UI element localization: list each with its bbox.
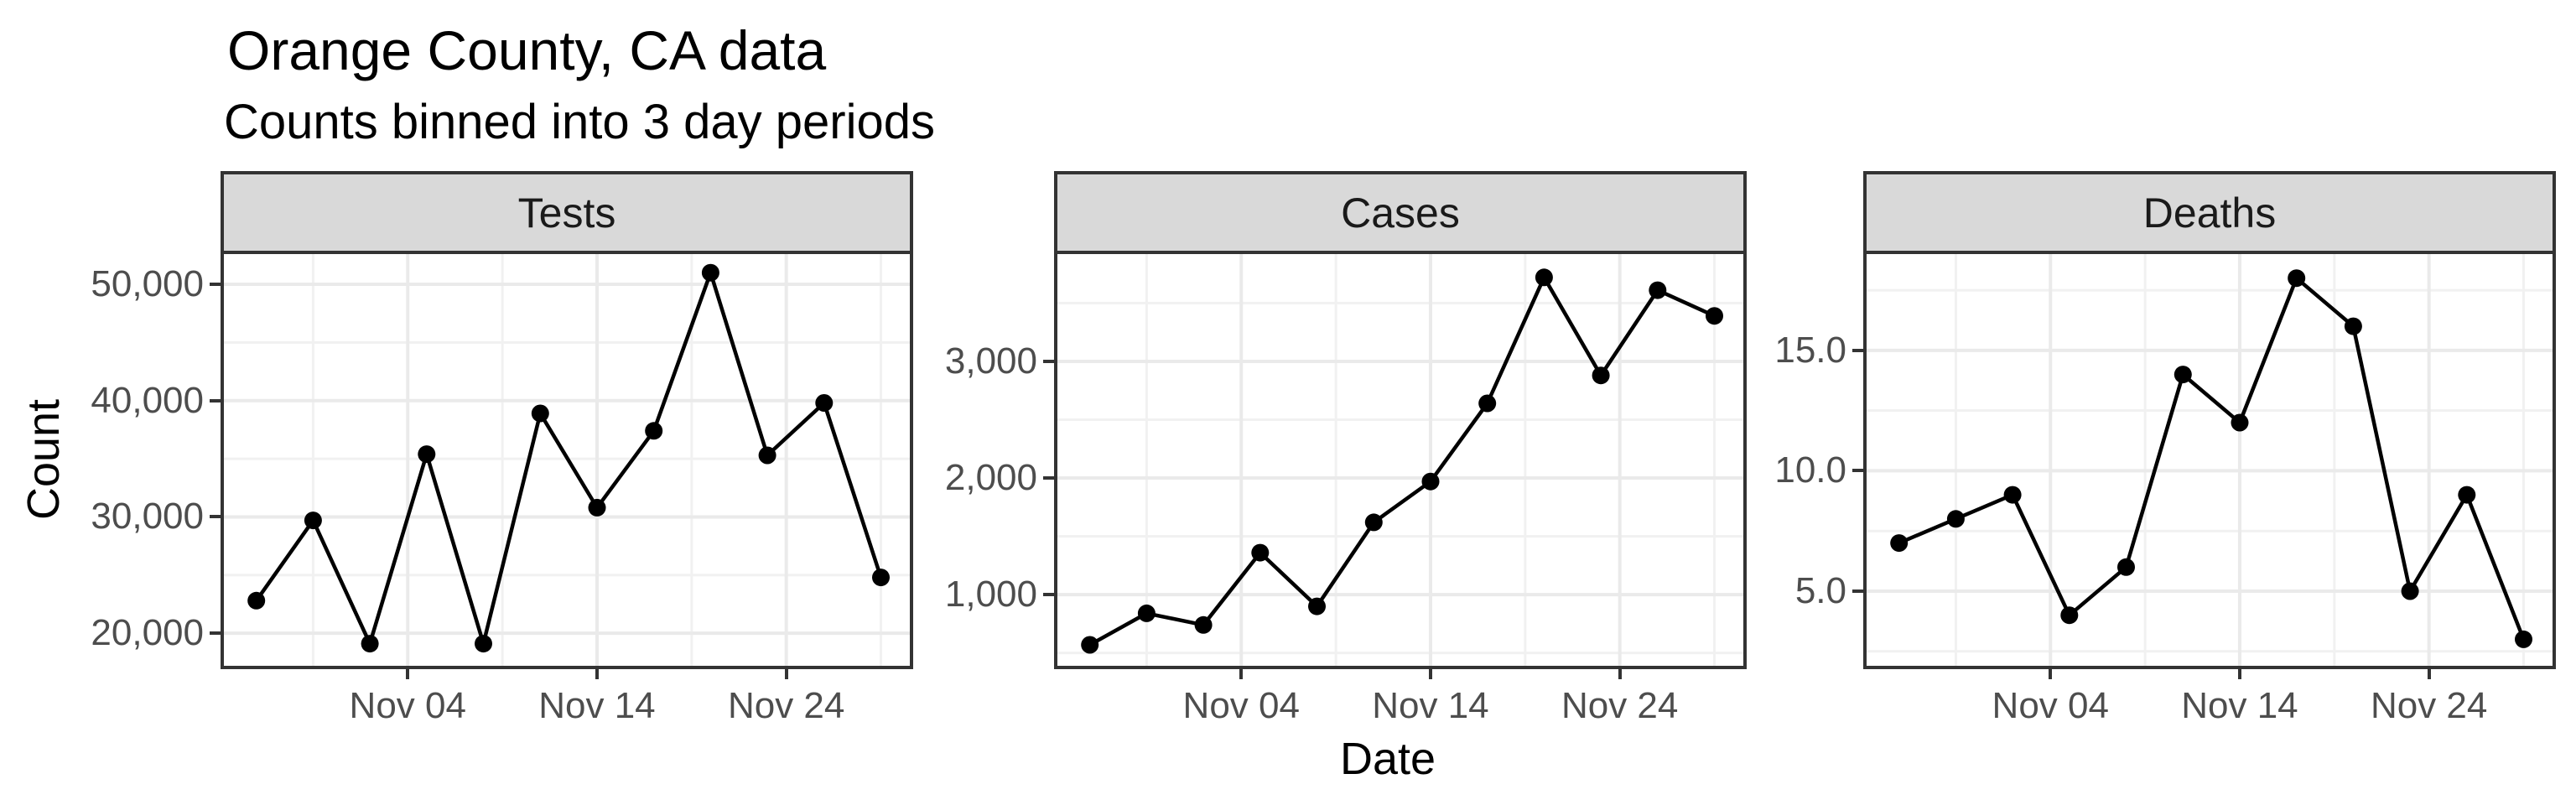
data-point	[531, 404, 549, 423]
facet-plot-svg	[224, 254, 910, 666]
x-tick-label: Nov 04	[1992, 685, 2109, 726]
data-point	[1137, 604, 1156, 622]
data-point	[1706, 307, 1723, 325]
y-tick-mark	[210, 631, 221, 636]
data-point	[588, 498, 606, 517]
y-tick-label: 40,000	[91, 379, 204, 421]
facet-strip-label: Deaths	[2142, 189, 2277, 236]
data-line	[1897, 276, 2526, 641]
facet-strip: Deaths	[1863, 171, 2556, 254]
data-point	[304, 512, 322, 530]
x-tick-label: Nov 24	[1561, 685, 1679, 726]
x-tick-label: Nov 04	[349, 685, 466, 726]
y-tick-mark	[1043, 593, 1054, 597]
x-tick-mark	[1428, 669, 1432, 679]
y-tick-label: 5.0	[1794, 569, 1846, 611]
x-tick-label: Nov 24	[727, 685, 845, 726]
x-tick-label: Nov 14	[1372, 685, 1489, 726]
x-tick-mark	[1618, 669, 1622, 679]
data-line	[254, 270, 883, 646]
y-tick-label: 3,000	[944, 340, 1037, 382]
data-point	[475, 635, 492, 653]
data-point	[2401, 582, 2419, 600]
data-point	[815, 394, 834, 412]
data-point	[1890, 534, 1909, 553]
y-tick-label: 2,000	[944, 457, 1037, 499]
data-point	[361, 635, 379, 653]
facet-strip-label: Cases	[1341, 189, 1460, 236]
data-point	[701, 263, 719, 282]
data-point	[1194, 615, 1213, 634]
y-tick-mark	[1852, 348, 1863, 352]
y-tick-label: 30,000	[91, 496, 204, 538]
facet-plot-svg	[1867, 254, 2553, 666]
facet-panel	[1054, 251, 1747, 669]
data-point	[2458, 486, 2476, 504]
x-tick-label: Nov 04	[1182, 685, 1300, 726]
x-tick-mark	[1239, 669, 1244, 679]
data-point	[2288, 269, 2306, 288]
x-tick-mark	[784, 669, 788, 679]
y-tick-label: 10.0	[1774, 449, 1846, 491]
data-point	[418, 445, 436, 464]
y-tick-mark	[210, 283, 221, 287]
x-tick-mark	[2049, 669, 2053, 679]
y-axis-title: Count	[18, 398, 69, 521]
data-point	[872, 569, 890, 587]
data-point	[1364, 513, 1383, 532]
data-point	[1592, 366, 1610, 385]
x-tick-mark	[2237, 669, 2241, 679]
y-tick-mark	[1852, 469, 1863, 473]
data-point	[2231, 413, 2249, 432]
data-point	[2344, 317, 2362, 335]
y-tick-mark	[1852, 589, 1863, 593]
data-point	[1251, 543, 1270, 562]
data-point	[1421, 472, 1440, 491]
data-point	[1081, 636, 1099, 654]
data-point	[2117, 558, 2135, 576]
chart-subtitle: Counts binned into 3 day periods	[224, 95, 936, 149]
facet-panel	[221, 251, 913, 669]
y-tick-mark	[1043, 359, 1054, 363]
data-point	[2060, 606, 2079, 625]
data-point	[1478, 394, 1497, 413]
data-point	[645, 422, 663, 440]
data-point	[2174, 366, 2192, 384]
facet-strip: Cases	[1054, 171, 1747, 254]
y-tick-label: 1,000	[944, 574, 1037, 615]
data-point	[2003, 486, 2022, 504]
facet-panel	[1863, 251, 2556, 669]
y-tick-mark	[210, 515, 221, 519]
chart-title: Orange County, CA data	[227, 19, 827, 81]
data-point	[2515, 630, 2532, 648]
data-point	[1946, 510, 1965, 528]
x-tick-label: Nov 14	[2181, 685, 2298, 726]
facet-strip: Tests	[221, 171, 913, 254]
y-tick-label: 50,000	[91, 263, 204, 305]
facet-plot-svg	[1057, 254, 1743, 666]
data-point	[758, 446, 776, 465]
y-tick-mark	[1043, 476, 1054, 480]
data-line	[1088, 275, 1716, 647]
y-tick-mark	[210, 398, 221, 402]
facet-strip-label: Tests	[517, 189, 616, 236]
y-tick-label: 20,000	[91, 612, 204, 654]
x-tick-mark	[406, 669, 410, 679]
y-tick-label: 15.0	[1774, 329, 1846, 371]
data-point	[1649, 281, 1667, 299]
data-point	[1535, 268, 1553, 287]
x-tick-mark	[2427, 669, 2431, 679]
x-tick-label: Nov 14	[538, 685, 656, 726]
x-tick-mark	[595, 669, 599, 679]
x-axis-title: Date	[1339, 734, 1436, 784]
data-point	[1308, 597, 1326, 615]
data-point	[247, 591, 266, 610]
x-tick-label: Nov 24	[2370, 685, 2488, 726]
